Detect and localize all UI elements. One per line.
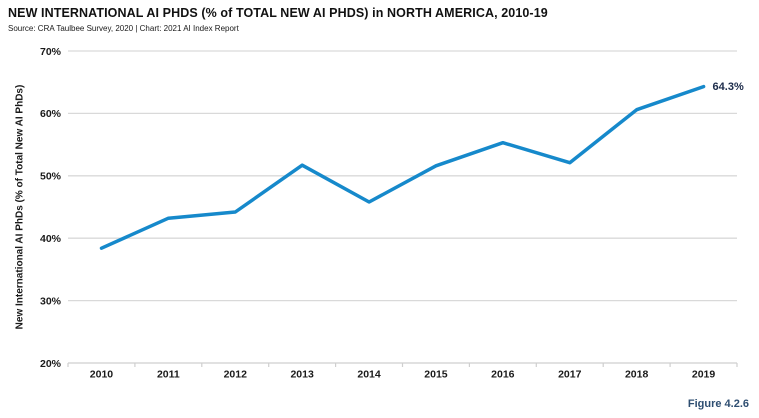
y-tick-label: 70% bbox=[40, 46, 62, 58]
x-tick-label: 2015 bbox=[424, 369, 448, 381]
chart-title: NEW INTERNATIONAL AI PHDS (% of TOTAL NE… bbox=[8, 6, 548, 20]
figure-label: Figure 4.2.6 bbox=[687, 398, 749, 410]
x-tick-label: 2016 bbox=[491, 369, 515, 381]
x-tick-label: 2011 bbox=[157, 369, 180, 381]
x-tick-label: 2013 bbox=[290, 369, 314, 381]
y-tick-label: 50% bbox=[40, 171, 62, 183]
x-tick-label: 2019 bbox=[692, 369, 716, 381]
x-tick-label: 2017 bbox=[558, 369, 582, 381]
x-tick-label: 2014 bbox=[357, 369, 381, 381]
y-tick-label: 60% bbox=[40, 108, 62, 120]
chart-source: Source: CRA Taulbee Survey, 2020 | Chart… bbox=[8, 24, 239, 33]
x-tick-label: 2018 bbox=[625, 369, 649, 381]
x-tick-label: 2012 bbox=[224, 369, 248, 381]
y-tick-label: 40% bbox=[40, 233, 62, 245]
y-tick-label: 20% bbox=[40, 358, 62, 370]
y-tick-label: 30% bbox=[40, 295, 62, 307]
end-value-label: 64.3% bbox=[713, 81, 744, 93]
x-tick-label: 2010 bbox=[90, 369, 114, 381]
trend-line bbox=[99, 84, 706, 250]
